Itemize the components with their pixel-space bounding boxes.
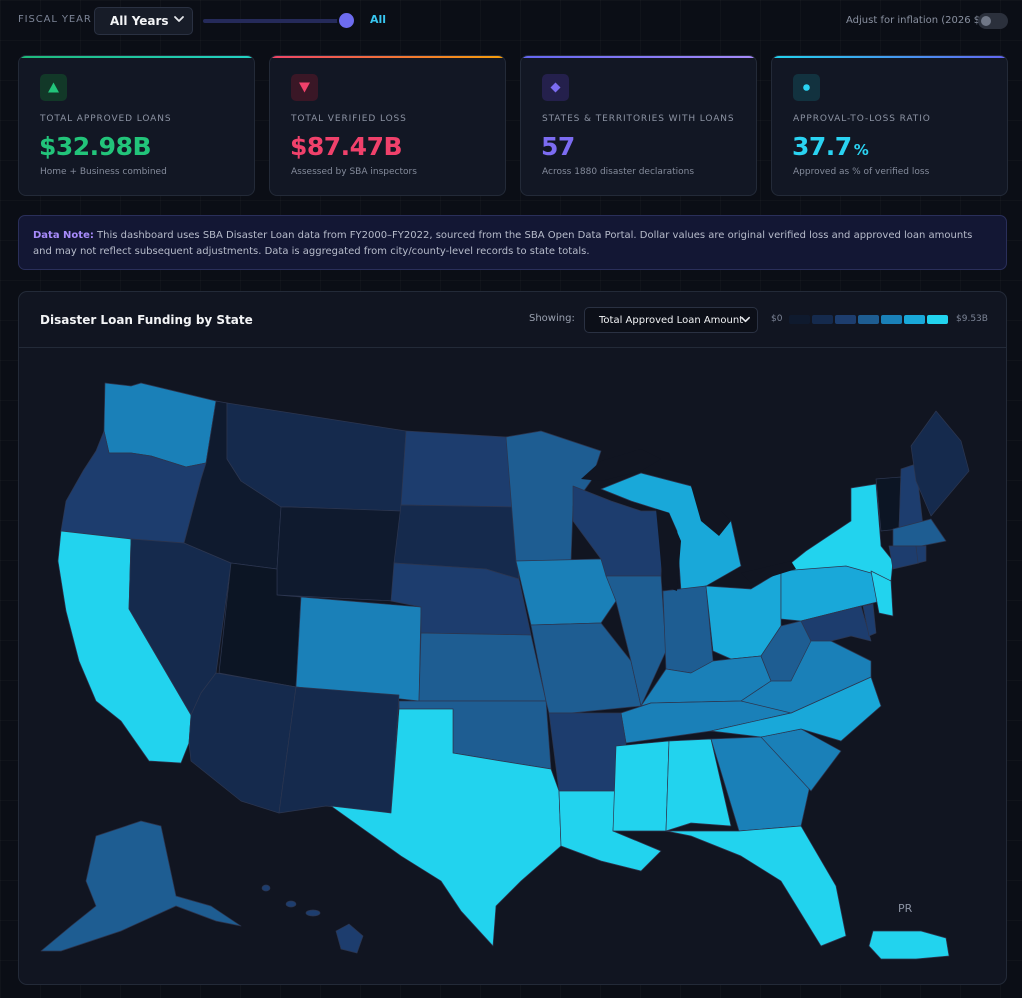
map-header: Disaster Loan Funding by State Showing: …: [19, 292, 1006, 348]
card-value: $87.47B: [290, 132, 403, 161]
lake-michigan: [656, 509, 681, 591]
state-hawaii[interactable]: [335, 923, 364, 954]
state-michigan[interactable]: [600, 472, 742, 592]
state-north-dakota[interactable]: [400, 430, 517, 508]
legend-swatch: [789, 315, 810, 324]
card-approval-to-loss-ratio: APPROVAL-TO-LOSS RATIO 37.7% Approved as…: [771, 55, 1008, 196]
card-label: APPROVAL-TO-LOSS RATIO: [793, 114, 931, 124]
inflation-toggle[interactable]: [978, 13, 1008, 29]
state-arizona[interactable]: [188, 672, 297, 814]
us-choropleth-map: PR: [40, 382, 970, 960]
state-alaska[interactable]: [40, 820, 242, 952]
data-note-title: Data Note:: [33, 230, 94, 241]
card-value: 57: [541, 132, 575, 161]
chevron-down-icon: [174, 16, 184, 22]
card-value: $32.98B: [39, 132, 152, 161]
card-accent-bar: [19, 56, 254, 58]
card-accent-bar: [772, 56, 1007, 58]
showing-label: Showing:: [529, 313, 575, 324]
state-indiana[interactable]: [662, 585, 714, 674]
map-panel: Disaster Loan Funding by State Showing: …: [18, 291, 1007, 985]
inflation-toggle-label: Adjust for inflation (2026 $): [846, 15, 985, 26]
data-note: Data Note: This dashboard uses SBA Disas…: [18, 215, 1007, 270]
card-subtitle: Assessed by SBA inspectors: [291, 167, 417, 177]
triangle-up-icon: [40, 74, 67, 101]
card-label: TOTAL APPROVED LOANS: [40, 114, 172, 124]
state-connecticut[interactable]: [888, 545, 920, 570]
lake-huron: [691, 486, 731, 536]
state-maine[interactable]: [910, 410, 970, 517]
state-florida[interactable]: [665, 825, 847, 947]
state-alabama[interactable]: [665, 738, 732, 832]
state-hawaii-islands[interactable]: [285, 900, 297, 908]
state-arkansas[interactable]: [548, 712, 627, 792]
card-accent-bar: [521, 56, 756, 58]
fiscal-year-select[interactable]: All Years: [94, 7, 193, 35]
map-title: Disaster Loan Funding by State: [40, 313, 253, 327]
chevron-down-icon: [741, 316, 750, 323]
legend-min-label: $0: [771, 314, 783, 324]
diamond-icon: [542, 74, 569, 101]
metric-select[interactable]: Total Approved Loan Amount: [584, 307, 758, 333]
legend-swatch: [835, 315, 856, 324]
state-colorado[interactable]: [295, 596, 422, 702]
legend-swatch: [881, 315, 902, 324]
state-missouri[interactable]: [530, 622, 642, 714]
state-new-mexico[interactable]: [278, 686, 400, 814]
card-value: 37.7%: [792, 132, 869, 161]
state-vermont[interactable]: [875, 476, 902, 532]
state-hawaii-islands[interactable]: [305, 909, 321, 917]
lake-erie: [741, 561, 796, 583]
triangle-down-icon: [291, 74, 318, 101]
state-new-jersey[interactable]: [870, 570, 894, 617]
card-total-verified-loss: TOTAL VERIFIED LOSS $87.47B Assessed by …: [269, 55, 506, 196]
card-subtitle: Home + Business combined: [40, 167, 167, 177]
metric-select-value: Total Approved Loan Amount: [599, 315, 744, 326]
toggle-knob: [981, 16, 991, 26]
legend-max-label: $9.53B: [956, 314, 988, 324]
state-maryland[interactable]: [800, 605, 872, 642]
year-slider-handle[interactable]: [339, 13, 354, 28]
state-delaware[interactable]: [862, 603, 877, 637]
state-mississippi[interactable]: [612, 740, 670, 832]
fiscal-year-value: All Years: [110, 14, 169, 28]
filter-bar: FISCAL YEAR All Years All Adjust for inf…: [0, 0, 1022, 42]
legend-swatch: [858, 315, 879, 324]
state-wyoming[interactable]: [276, 506, 402, 602]
state-hawaii-islands[interactable]: [261, 884, 271, 892]
legend-swatch: [812, 315, 833, 324]
year-slider-track[interactable]: [203, 19, 347, 23]
state-new-york[interactable]: [780, 483, 894, 582]
card-subtitle: Approved as % of verified loss: [793, 167, 930, 177]
state-rhode-island[interactable]: [915, 545, 927, 564]
card-label: STATES & TERRITORIES WITH LOANS: [542, 114, 735, 124]
state-kansas[interactable]: [418, 632, 547, 702]
state-texas[interactable]: [330, 708, 562, 947]
fiscal-year-label: FISCAL YEAR: [18, 14, 92, 25]
legend-swatch: [904, 315, 925, 324]
territory-puerto-rico[interactable]: [868, 930, 950, 960]
legend-swatch: [927, 315, 948, 324]
year-slider-value: All: [370, 13, 387, 26]
lake-superior: [581, 449, 661, 481]
circle-icon: [793, 74, 820, 101]
card-subtitle: Across 1880 disaster declarations: [542, 167, 695, 177]
card-states-with-loans: STATES & TERRITORIES WITH LOANS 57 Acros…: [520, 55, 757, 196]
data-note-text: This dashboard uses SBA Disaster Loan da…: [33, 230, 973, 257]
pr-label: PR: [898, 902, 913, 915]
state-massachusetts[interactable]: [892, 518, 947, 547]
state-iowa[interactable]: [515, 558, 617, 626]
card-label: TOTAL VERIFIED LOSS: [291, 114, 407, 124]
card-total-approved-loans: TOTAL APPROVED LOANS $32.98B Home + Busi…: [18, 55, 255, 196]
card-accent-bar: [270, 56, 505, 58]
